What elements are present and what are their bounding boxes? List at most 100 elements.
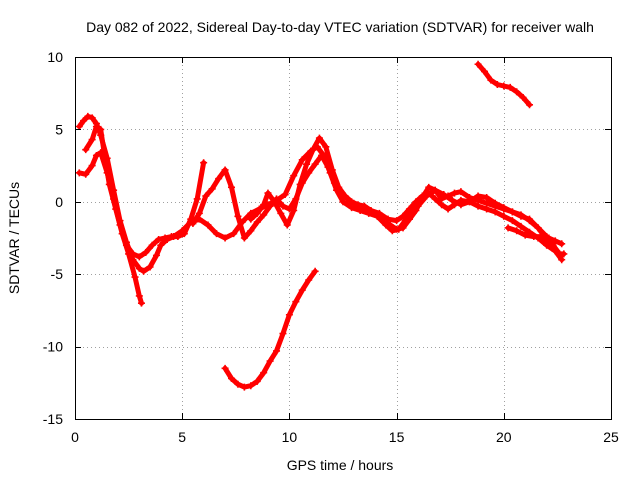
y-axis-label: SDTVAR / TECUs bbox=[6, 182, 22, 294]
data-point bbox=[412, 206, 420, 214]
x-tick-label: 10 bbox=[282, 429, 298, 445]
data-point bbox=[303, 160, 311, 168]
data-point bbox=[146, 263, 154, 271]
data-point bbox=[240, 383, 248, 391]
data-point bbox=[354, 201, 362, 209]
data-point bbox=[155, 235, 163, 243]
data-point bbox=[399, 224, 407, 232]
data-point bbox=[438, 195, 446, 203]
data-point bbox=[517, 211, 525, 219]
data-point bbox=[221, 364, 229, 372]
data-point bbox=[152, 251, 160, 259]
data-point bbox=[84, 112, 92, 120]
series-track-e bbox=[504, 224, 566, 248]
data-point bbox=[508, 217, 516, 225]
x-tick-label: 5 bbox=[178, 429, 186, 445]
series-track-g bbox=[474, 60, 534, 109]
data-point bbox=[380, 218, 388, 226]
data-point bbox=[105, 180, 113, 188]
data-point bbox=[367, 206, 375, 214]
data-point bbox=[112, 205, 120, 213]
data-point bbox=[491, 202, 499, 210]
data-point bbox=[279, 202, 287, 210]
chart-title: Day 082 of 2022, Sidereal Day-to-day VTE… bbox=[86, 19, 594, 35]
data-point bbox=[322, 143, 330, 151]
data-point bbox=[135, 292, 143, 300]
data-point bbox=[543, 241, 551, 249]
data-point bbox=[247, 382, 255, 390]
data-point bbox=[277, 209, 285, 217]
data-point bbox=[82, 170, 90, 178]
data-point bbox=[431, 186, 439, 194]
data-point bbox=[483, 199, 491, 207]
x-tick-label: 0 bbox=[71, 429, 79, 445]
series-track-d bbox=[247, 134, 568, 258]
data-point bbox=[444, 192, 452, 200]
data-point bbox=[348, 198, 356, 206]
data-point bbox=[167, 233, 175, 241]
data-point bbox=[247, 227, 255, 235]
x-tick-label: 20 bbox=[496, 429, 512, 445]
data-point bbox=[266, 357, 274, 365]
data-point bbox=[373, 212, 381, 220]
data-point bbox=[474, 196, 482, 204]
data-point bbox=[309, 146, 317, 154]
data-point bbox=[193, 195, 201, 203]
data-point bbox=[148, 241, 156, 249]
data-point bbox=[450, 189, 458, 197]
data-point bbox=[431, 195, 439, 203]
data-point bbox=[545, 234, 553, 242]
data-point bbox=[135, 253, 143, 261]
data-point bbox=[506, 83, 514, 91]
x-tick-label: 25 bbox=[603, 429, 619, 445]
data-point bbox=[234, 380, 242, 388]
data-point bbox=[247, 215, 255, 223]
data-point bbox=[519, 94, 527, 102]
data-point bbox=[457, 188, 465, 196]
data-point bbox=[253, 377, 261, 385]
data-point bbox=[75, 169, 83, 177]
data-point bbox=[292, 298, 300, 306]
x-tick-label: 15 bbox=[389, 429, 405, 445]
y-tick-label: 5 bbox=[55, 121, 63, 137]
data-point bbox=[228, 183, 236, 191]
data-point bbox=[328, 166, 336, 174]
data-point bbox=[360, 202, 368, 210]
data-point bbox=[228, 374, 236, 382]
data-point bbox=[221, 234, 229, 242]
data-point bbox=[213, 230, 221, 238]
data-point bbox=[253, 218, 261, 226]
data-point bbox=[75, 123, 83, 131]
data-point bbox=[393, 217, 401, 225]
data-point bbox=[118, 230, 126, 238]
data-point bbox=[200, 159, 208, 167]
y-tick-label: 0 bbox=[55, 194, 63, 210]
data-point bbox=[296, 180, 304, 188]
series-track-f bbox=[221, 267, 319, 391]
data-point bbox=[266, 202, 274, 210]
y-tick-label: -10 bbox=[43, 339, 63, 355]
data-point bbox=[311, 267, 319, 275]
data-point bbox=[88, 162, 96, 170]
data-point bbox=[97, 125, 105, 133]
data-point bbox=[500, 212, 508, 220]
data-point bbox=[88, 114, 96, 122]
data-point bbox=[517, 222, 525, 230]
data-point bbox=[448, 196, 456, 204]
data-point bbox=[305, 276, 313, 284]
data-point bbox=[195, 209, 203, 217]
data-point bbox=[521, 231, 529, 239]
x-axis-label: GPS time / hours bbox=[287, 457, 394, 473]
data-point bbox=[273, 347, 281, 355]
y-tick-label: -5 bbox=[51, 266, 64, 282]
data-point bbox=[92, 123, 100, 131]
data-point bbox=[335, 183, 343, 191]
data-point bbox=[551, 237, 559, 245]
data-point bbox=[318, 151, 326, 159]
data-point bbox=[131, 273, 139, 281]
data-point bbox=[457, 196, 465, 204]
data-point bbox=[208, 185, 216, 193]
data-point bbox=[101, 154, 109, 162]
series-trace bbox=[190, 153, 565, 258]
series-trace bbox=[248, 135, 567, 257]
